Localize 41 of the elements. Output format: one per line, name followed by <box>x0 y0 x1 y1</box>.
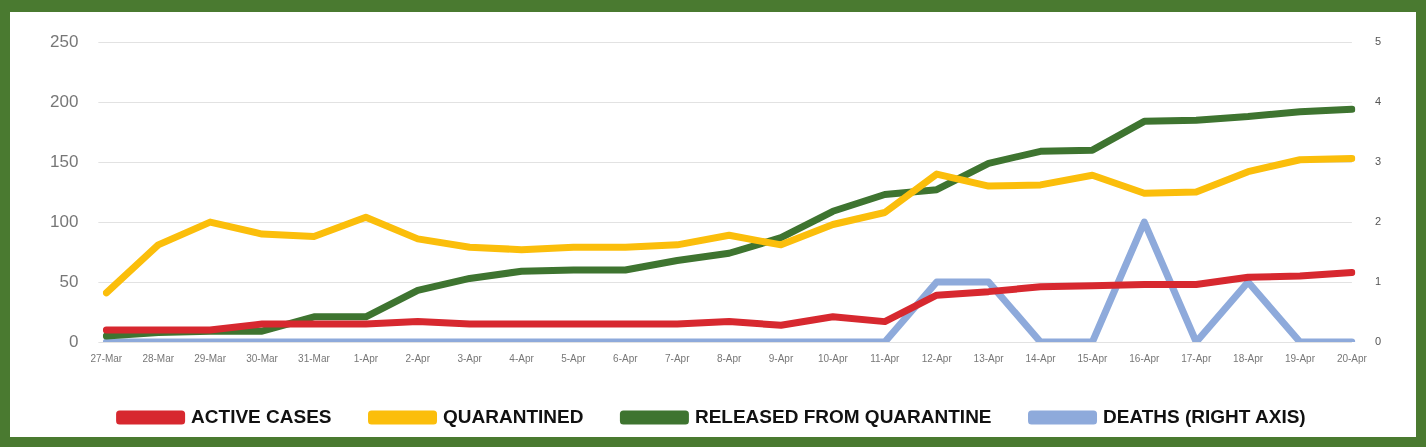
legend-label: ACTIVE CASES <box>191 405 332 427</box>
x-tick-label: 28-Mar <box>142 352 175 364</box>
x-tick-label: 10-Apr <box>817 352 849 364</box>
y-tick-label: 100 <box>49 211 79 231</box>
x-tick-label: 2-Apr <box>405 352 431 364</box>
x-tick-label: 15-Apr <box>1077 352 1109 364</box>
y-tick-label: 250 <box>49 31 79 51</box>
x-tick-label: 4-Apr <box>509 352 535 364</box>
x-tick-label: 12-Apr <box>921 352 953 364</box>
y2-tick-label: 3 <box>1374 155 1382 168</box>
x-tick-label: 20-Apr <box>1336 352 1368 364</box>
x-tick-label: 13-Apr <box>973 352 1005 364</box>
x-tick-label: 6-Apr <box>613 352 639 364</box>
x-tick-label: 3-Apr <box>457 352 483 364</box>
x-tick-label: 29-Mar <box>194 352 227 364</box>
x-tick-label: 1-Apr <box>353 352 379 364</box>
x-tick-label: 14-Apr <box>1025 352 1057 364</box>
x-tick-label: 31-Mar <box>298 352 331 364</box>
legend-label: RELEASED FROM QUARANTINE <box>694 405 992 427</box>
x-tick-label: 7-Apr <box>665 352 691 364</box>
y2-tick-label: 1 <box>1374 275 1382 288</box>
legend-label: DEATHS (RIGHT AXIS) <box>1103 405 1306 427</box>
x-tick-label: 8-Apr <box>716 352 743 364</box>
x-tick-label: 16-Apr <box>1129 352 1160 364</box>
y-tick-label: 150 <box>49 151 79 171</box>
x-tick-label: 17-Apr <box>1181 352 1212 364</box>
y-tick-label: 200 <box>49 91 79 111</box>
x-tick-label: 5-Apr <box>561 352 587 364</box>
x-tick-label: 18-Apr <box>1233 352 1264 364</box>
y2-tick-label: 2 <box>1374 215 1382 228</box>
x-tick-label: 30-Mar <box>246 352 279 364</box>
x-tick-label: 19-Apr <box>1284 352 1316 364</box>
y2-tick-label: 4 <box>1374 95 1382 108</box>
y-tick-label: 50 <box>59 271 79 291</box>
x-tick-label: 27-Mar <box>90 352 123 364</box>
y2-tick-label: 5 <box>1374 35 1382 48</box>
legend-label: QUARANTINED <box>443 405 584 427</box>
x-tick-label: 11-Apr <box>870 352 901 364</box>
y-tick-label: 0 <box>68 331 79 351</box>
x-tick-label: 9-Apr <box>768 352 794 364</box>
y2-tick-label: 0 <box>1374 335 1382 348</box>
